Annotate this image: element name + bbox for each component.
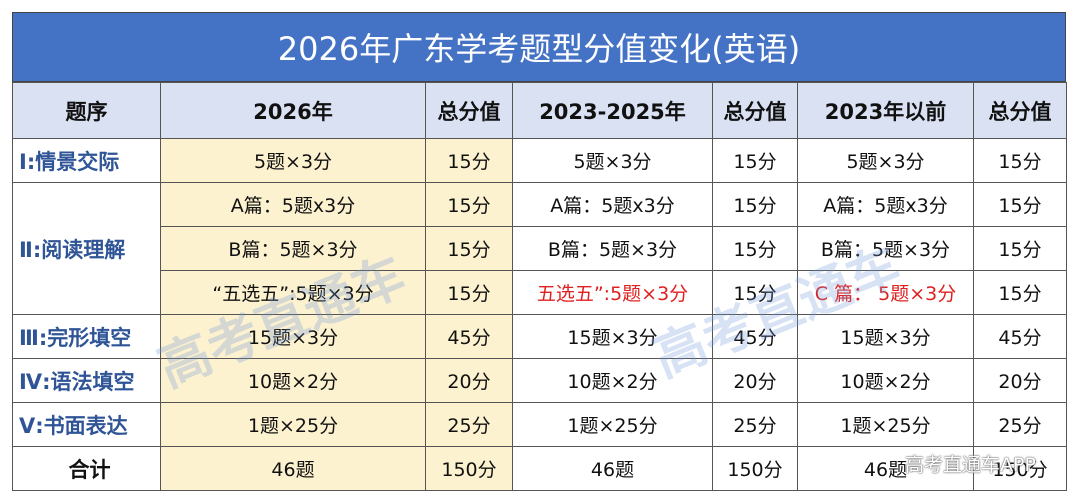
cell: C 篇： 5题×3分	[797, 270, 974, 315]
cell: 25分	[425, 402, 513, 447]
cell: B篇：5题×3分	[512, 226, 713, 271]
cell: 5题×3分	[512, 138, 713, 183]
cell: 10题×2分	[512, 358, 713, 403]
cell: 五选五”:5题×3分	[512, 270, 713, 315]
cell: 15分	[712, 226, 798, 271]
cell: A篇：5题x3分	[797, 182, 974, 227]
table-row: B篇：5题×3分 15分 B篇：5题×3分 15分 B篇：5题×3分 15分	[13, 226, 1067, 271]
cell: 1题×25分	[797, 402, 974, 447]
cell: 45分	[712, 314, 798, 359]
table-row: 合计 46题 150分 46题 150分 46题 150分	[12, 446, 1067, 491]
cell: B篇：5题×3分	[160, 226, 426, 271]
cell: 15分	[425, 138, 513, 183]
row-label: Ⅳ:语法填空	[12, 358, 161, 403]
cell: “五选五”:5题×3分	[160, 270, 426, 315]
cell: 5题×3分	[797, 138, 974, 183]
cell: 25分	[973, 402, 1067, 447]
cell: 20分	[973, 358, 1067, 403]
cell: 45分	[973, 314, 1067, 359]
cell: A篇：5题x3分	[160, 182, 426, 227]
header-cell: 总分值	[425, 82, 513, 139]
cell: 15分	[712, 270, 798, 315]
header-cell: 2023-2025年	[512, 82, 713, 139]
header-cell: 2023年以前	[797, 82, 974, 139]
header-cell: 总分值	[712, 82, 798, 139]
table-row: “五选五”:5题×3分 15分 五选五”:5题×3分 15分 C 篇： 5题×3分 15分	[13, 270, 1067, 315]
row-label: Ⅰ:情景交际	[12, 138, 161, 183]
cell: 15分	[712, 182, 798, 227]
cell: 15分	[973, 182, 1067, 227]
header-cell: 总分值	[973, 82, 1067, 139]
cell: 10题×2分	[160, 358, 426, 403]
cell: 15分	[425, 226, 513, 271]
cell: 15分	[425, 182, 513, 227]
cell: 150分	[712, 446, 798, 491]
cell: 5题×3分	[160, 138, 426, 183]
cell: 15分	[973, 138, 1067, 183]
cell: 15分	[425, 270, 513, 315]
cell: 20分	[712, 358, 798, 403]
cell: 150分	[425, 446, 513, 491]
cell: 15分	[973, 270, 1067, 315]
table-row: Ⅱ:阅读理解 A篇：5题x3分 15分 A篇：5题x3分 15分 A篇：5题x3分 15分	[12, 182, 1067, 315]
cell: A篇：5题x3分	[512, 182, 713, 227]
table-row: Ⅳ:语法填空 10题×2分 20分 10题×2分 20分 10题×2分 20分	[12, 358, 1067, 403]
table-row: Ⅴ:书面表达 1题×25分 25分 1题×25分 25分 1题×25分 25分	[12, 402, 1067, 447]
cell: 150分	[973, 446, 1067, 491]
cell: 45分	[425, 314, 513, 359]
cell: 1题×25分	[512, 402, 713, 447]
cell: 10题×2分	[797, 358, 974, 403]
cell: 15题×3分	[160, 314, 426, 359]
cell: 15分	[973, 226, 1067, 271]
cell: B篇：5题×3分	[797, 226, 974, 271]
watermark-app: 高考直通车APP	[905, 454, 1036, 476]
table-row: Ⅲ:完形填空 15题×3分 45分 15题×3分 45分 15题×3分 45分	[12, 314, 1067, 359]
cell: 46题	[160, 446, 426, 491]
cell: 1题×25分	[160, 402, 426, 447]
cell: 46题	[512, 446, 713, 491]
cell: 15题×3分	[797, 314, 974, 359]
row-label: Ⅲ:完形填空	[12, 314, 161, 359]
header-cell: 2026年	[160, 82, 426, 139]
title: 2026年广东学考题型分值变化(英语)	[12, 12, 1066, 82]
header-row: 题序 2026年 总分值 2023-2025年 总分值 2023年以前 总分值	[12, 82, 1067, 139]
table-row: Ⅰ:情景交际 5题×3分 15分 5题×3分 15分 5题×3分 15分	[12, 138, 1067, 183]
cell: 15题×3分	[512, 314, 713, 359]
row-label: Ⅴ:书面表达	[12, 402, 161, 447]
header-cell: 题序	[12, 82, 161, 139]
score-table: 题序 2026年 总分值 2023-2025年 总分值 2023年以前 总分值 Ⅰ:情景交际 5…	[12, 82, 1067, 491]
row-label: 合计	[12, 446, 161, 491]
cell: 15分	[712, 138, 798, 183]
cell: 20分	[425, 358, 513, 403]
cell: 25分	[712, 402, 798, 447]
row-label: Ⅱ:阅读理解	[12, 182, 161, 315]
table-wrap: 2026年广东学考题型分值变化(英语) 题序 2026年 总分值 2023-2025年…	[12, 12, 1067, 491]
